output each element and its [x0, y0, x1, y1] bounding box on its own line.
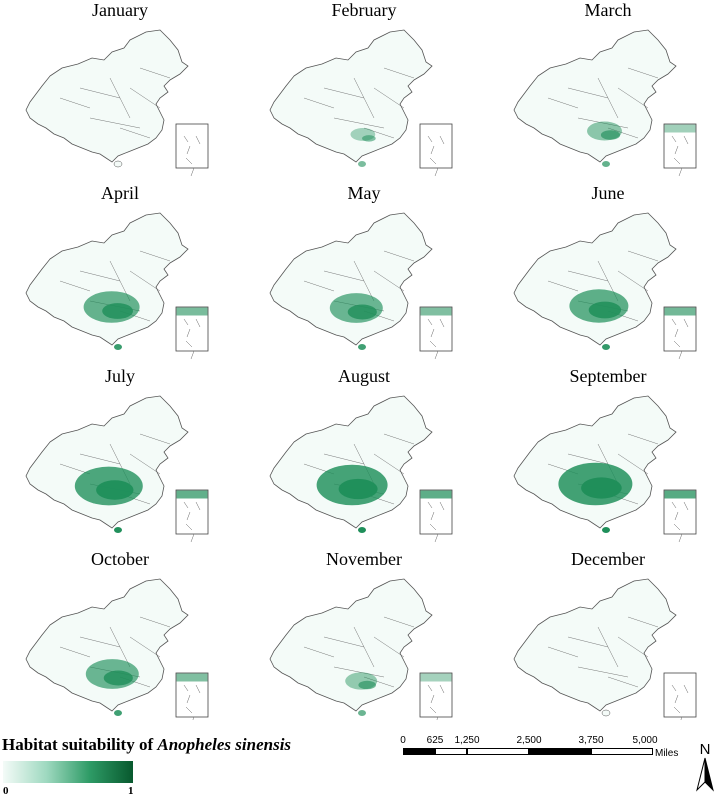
scale-label-5000: 5,000 — [632, 735, 658, 746]
legend-color-ramp — [3, 761, 133, 783]
south-china-sea-inset — [175, 306, 209, 360]
map-panel-july: July — [25, 366, 209, 543]
scale-label-1250: 1,250 — [454, 735, 480, 746]
panel-title: July — [105, 366, 135, 386]
scale-segment-3 — [467, 748, 529, 755]
scale-label-0: 0 — [400, 735, 406, 746]
china-map — [269, 395, 433, 533]
china-map — [269, 578, 433, 716]
china-map — [269, 29, 433, 167]
map-panel-april: April — [25, 183, 209, 360]
china-map — [513, 29, 677, 167]
map-panel-november: November — [269, 549, 453, 720]
scale-bar: 0 625 1,250 2,500 3,750 5,000 Miles — [395, 735, 679, 775]
legend-title-prefix: Habitat suitability of — [2, 735, 158, 754]
panel-title: May — [348, 183, 381, 203]
south-china-sea-inset — [175, 672, 209, 720]
panel-title: October — [91, 549, 149, 569]
panel-title: March — [585, 0, 632, 20]
china-map — [513, 395, 677, 533]
china-map — [25, 29, 189, 168]
map-panel-march: March — [513, 0, 697, 177]
south-china-sea-inset — [419, 123, 453, 177]
scale-label-625: 625 — [426, 735, 444, 746]
map-panel-august: August — [269, 366, 453, 543]
legend-min-label: 0 — [3, 785, 9, 797]
china-map — [513, 578, 677, 717]
panel-title: April — [101, 183, 139, 203]
panel-title: June — [592, 183, 625, 203]
south-china-sea-inset — [663, 306, 697, 360]
south-china-sea-inset — [419, 672, 453, 720]
south-china-sea-inset — [419, 489, 453, 543]
map-panel-may: May — [269, 183, 453, 360]
map-panel-september: September — [513, 366, 697, 543]
scale-unit: Miles — [655, 748, 679, 759]
north-arrow-icon: N — [696, 741, 714, 792]
north-label: N — [700, 741, 711, 758]
legend-max-label: 1 — [128, 785, 134, 797]
map-panel-february: February — [269, 0, 453, 177]
scale-segment-4 — [529, 748, 591, 755]
map-panel-january: January — [25, 0, 209, 177]
south-china-sea-inset — [175, 489, 209, 543]
panel-title: December — [571, 549, 645, 569]
south-china-sea-inset — [175, 123, 209, 177]
china-map — [269, 212, 433, 350]
panel-title: November — [326, 549, 402, 569]
panel-title: August — [338, 366, 390, 386]
map-panel-june: June — [513, 183, 697, 360]
scale-label-3750: 3,750 — [578, 735, 604, 746]
china-map — [25, 212, 189, 350]
legend: Habitat suitability of Anopheles sinensi… — [0, 735, 360, 800]
south-china-sea-inset — [663, 489, 697, 543]
south-china-sea-inset — [419, 306, 453, 360]
scale-segment-2 — [435, 748, 467, 755]
panel-title: February — [332, 0, 397, 20]
south-china-sea-inset — [663, 672, 697, 720]
monthly-map-grid: January February March April May June July Augu… — [25, 0, 697, 720]
scale-segment-1 — [403, 748, 435, 755]
south-china-sea-inset — [663, 123, 697, 177]
china-map — [513, 212, 677, 350]
scale-label-2500: 2,500 — [516, 735, 542, 746]
panel-title: September — [570, 366, 647, 386]
panel-title: January — [92, 0, 148, 20]
china-map — [25, 578, 189, 716]
legend-title-species: Anopheles sinensis — [157, 735, 292, 754]
china-map — [25, 395, 189, 533]
scale-segment-5 — [591, 748, 653, 755]
legend-title: Habitat suitability of Anopheles sinensi… — [2, 735, 291, 755]
map-panel-december: December — [513, 549, 697, 720]
map-panel-october: October — [25, 549, 209, 720]
